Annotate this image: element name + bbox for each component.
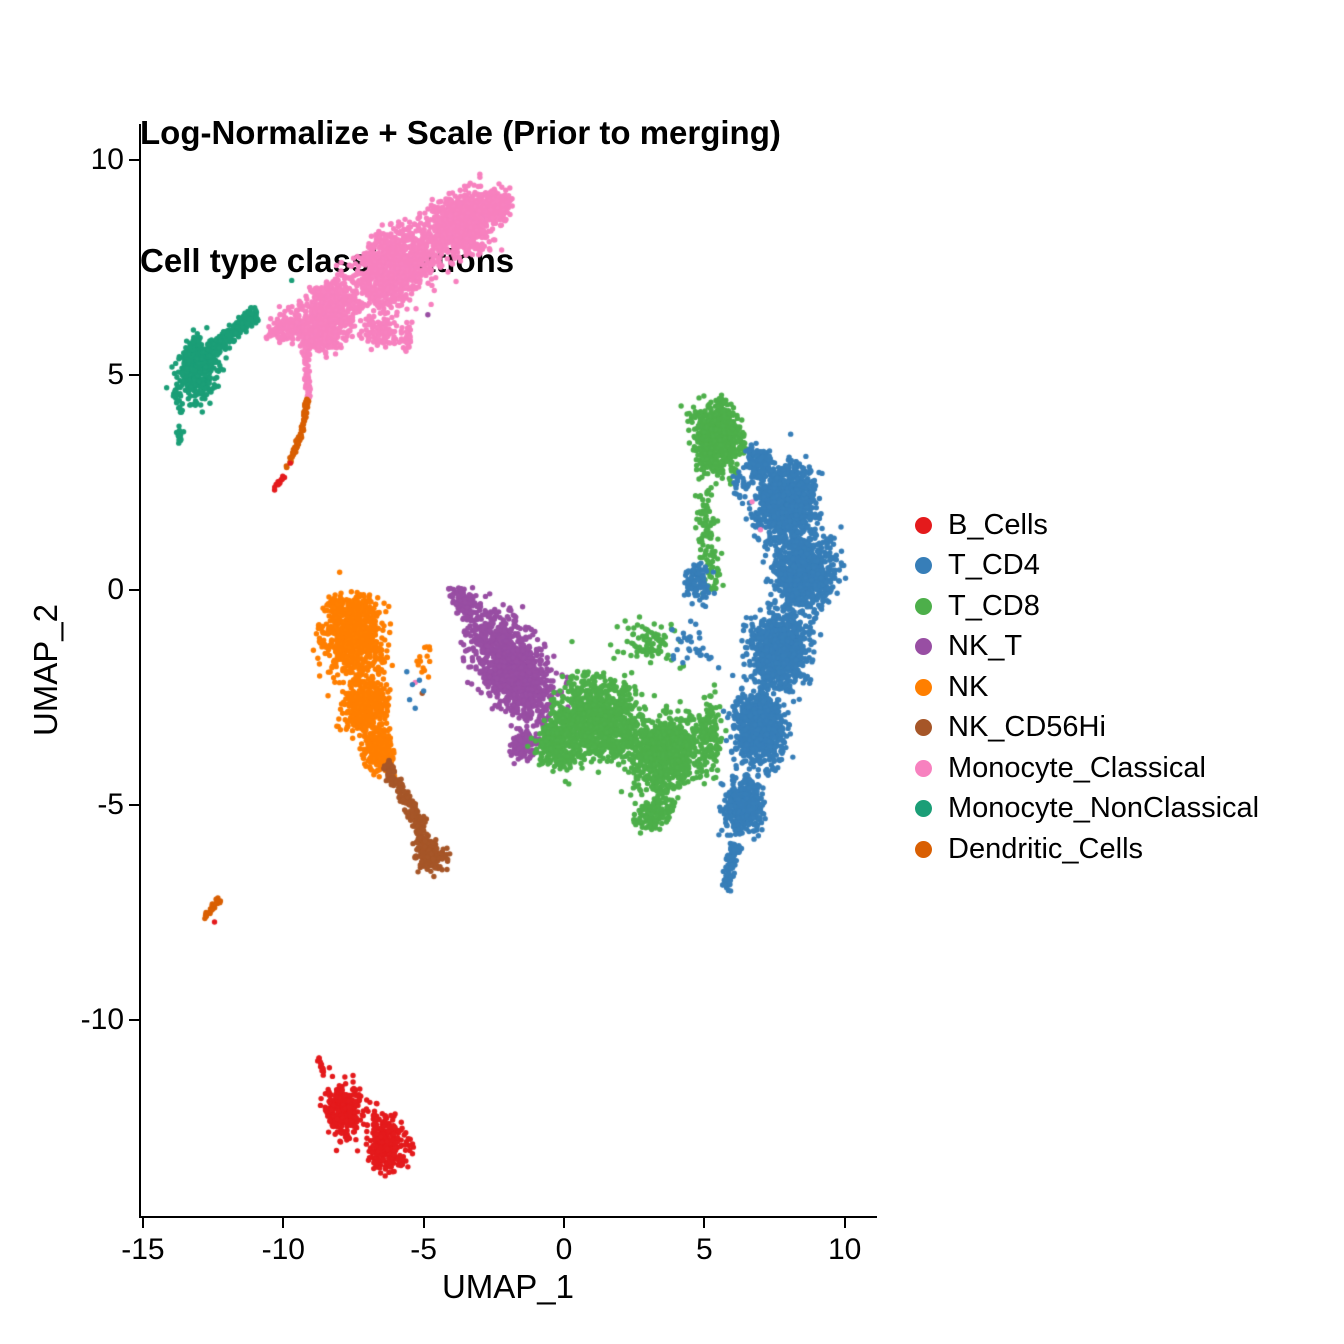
x-tick-label: -15: [121, 1233, 165, 1266]
legend-item: T_CD8: [915, 586, 1259, 627]
legend-label: NK_T: [948, 630, 1023, 663]
legend-swatch-icon: [915, 678, 932, 696]
legend-label: NK_CD56Hi: [948, 711, 1106, 744]
legend-label: T_CD8: [948, 589, 1040, 622]
x-tick-mark: [282, 1218, 285, 1228]
legend-item: Dendritic_Cells: [915, 829, 1259, 870]
legend-swatch-icon: [915, 759, 932, 777]
y-tick-label: -5: [97, 788, 124, 821]
legend-swatch-icon: [915, 719, 932, 737]
y-tick-label: 5: [107, 358, 124, 391]
legend-item: NK_T: [915, 627, 1259, 668]
legend-item: NK: [915, 667, 1259, 708]
y-tick-label: 0: [107, 573, 124, 606]
x-tick-label: -10: [261, 1233, 305, 1266]
x-tick-mark: [141, 1218, 144, 1228]
legend-swatch-icon: [915, 840, 932, 858]
legend-swatch-icon: [915, 516, 932, 534]
y-tick-label: -10: [80, 1003, 124, 1036]
x-tick-label: 0: [555, 1233, 573, 1266]
legend-label: NK: [948, 670, 989, 703]
x-tick-label: 10: [828, 1233, 862, 1266]
y-axis-title: UMAP_2: [27, 603, 64, 737]
legend-label: T_CD4: [948, 549, 1040, 582]
x-axis-title: UMAP_1: [441, 1268, 575, 1305]
legend-label: Monocyte_Classical: [948, 751, 1206, 784]
y-tick-mark: [129, 159, 139, 161]
x-tick-mark: [422, 1218, 425, 1228]
legend-swatch-icon: [915, 638, 932, 656]
legend-item: NK_CD56Hi: [915, 708, 1259, 749]
legend-item: B_Cells: [915, 505, 1259, 546]
legend-swatch-icon: [915, 597, 932, 615]
legend: B_Cells T_CD4 T_CD8 NK_T NK NK_CD56Hi Monocyte…: [915, 505, 1259, 870]
legend-item: Monocyte_NonClassical: [915, 789, 1259, 830]
y-tick-mark: [129, 804, 139, 806]
x-tick-mark: [563, 1218, 565, 1228]
legend-swatch-icon: [915, 557, 932, 575]
legend-label: Monocyte_NonClassical: [948, 792, 1260, 825]
x-tick-mark: [703, 1218, 706, 1228]
legend-item: T_CD4: [915, 546, 1259, 587]
x-tick-mark: [843, 1218, 846, 1228]
legend-label: Dendritic_Cells: [948, 832, 1144, 865]
y-tick-mark: [129, 1019, 139, 1021]
y-tick-label: 10: [90, 143, 124, 176]
y-tick-mark: [129, 374, 139, 376]
x-tick-label: 5: [696, 1233, 713, 1266]
y-tick-mark: [129, 589, 139, 591]
legend-swatch-icon: [915, 800, 932, 818]
legend-label: B_Cells: [948, 508, 1048, 541]
x-tick-label: -5: [410, 1233, 437, 1266]
legend-item: Monocyte_Classical: [915, 748, 1259, 789]
